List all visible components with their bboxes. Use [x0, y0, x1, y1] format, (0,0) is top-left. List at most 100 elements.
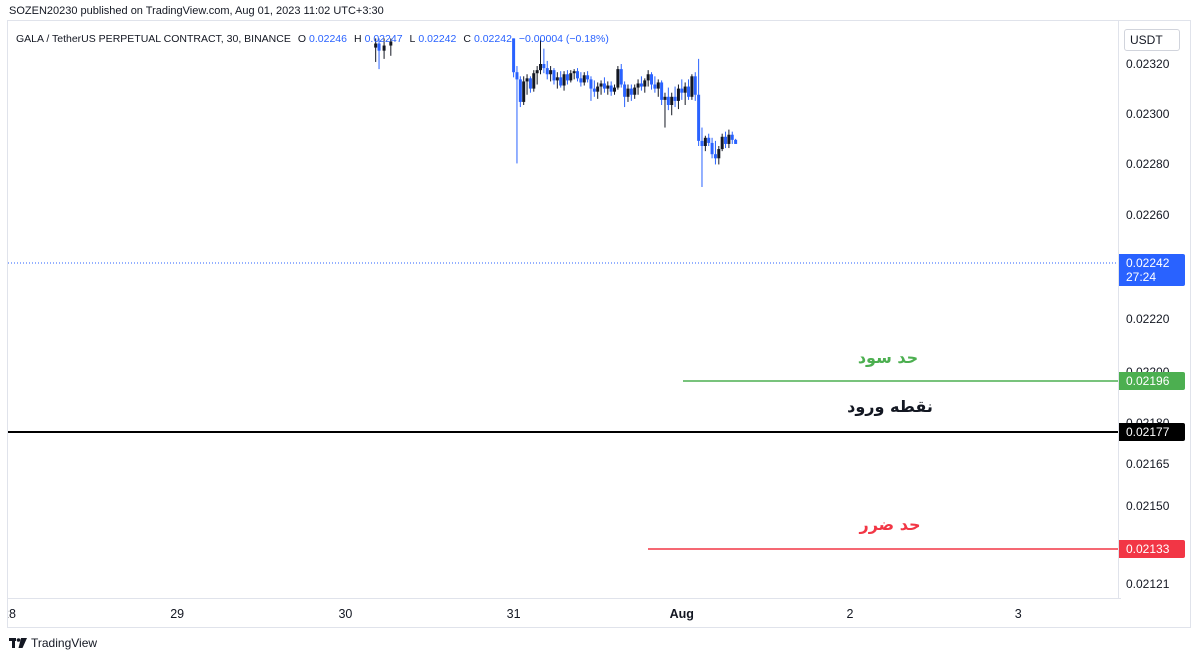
current-price-badge: 0.02242 27:24 — [1119, 254, 1185, 286]
candle-body — [528, 78, 532, 89]
candle — [629, 84, 633, 101]
candle — [549, 66, 553, 82]
time-axis[interactable]: 28 29 30 31 Aug 2 3 — [8, 598, 1121, 627]
symbol-legend: GALA / TetherUS PERPETUAL CONTRACT, 30, … — [16, 33, 613, 45]
candle — [613, 84, 617, 95]
open-value: 0.02246 — [309, 33, 347, 45]
candle-body — [663, 96, 667, 100]
candle-body — [606, 85, 610, 89]
candle — [589, 76, 593, 101]
candle-body — [646, 74, 650, 81]
candle-body — [613, 87, 617, 92]
candle-body — [616, 69, 620, 88]
candle — [673, 86, 677, 108]
candle-body — [724, 136, 728, 144]
candle-body — [700, 140, 704, 146]
candle — [697, 58, 701, 146]
candle — [559, 71, 563, 88]
candle-body — [599, 83, 603, 87]
symbol-name[interactable]: GALA / TetherUS PERPETUAL CONTRACT, 30, … — [16, 33, 291, 45]
candle — [382, 38, 386, 59]
candle-body — [680, 88, 684, 93]
price-axis[interactable]: USDT 0.02320 0.02300 0.02280 0.02260 0.02220… — [1118, 21, 1190, 627]
candle-body — [697, 94, 701, 141]
candle — [606, 81, 610, 95]
candle-body — [676, 88, 680, 101]
candle — [389, 38, 393, 56]
candle — [680, 79, 684, 100]
candle-body — [670, 96, 674, 105]
candle — [377, 38, 381, 70]
candle — [683, 82, 687, 105]
candle-body — [382, 45, 386, 51]
candle — [710, 137, 714, 159]
candle — [717, 146, 721, 165]
candle-body — [565, 74, 569, 81]
candle — [602, 77, 606, 93]
candle-body — [377, 43, 381, 51]
candle — [532, 70, 536, 92]
candle — [522, 76, 526, 105]
candle — [687, 79, 691, 100]
candle-body — [562, 74, 566, 86]
candle — [650, 72, 654, 90]
candle — [666, 87, 670, 111]
candle — [565, 70, 569, 85]
price-tick: 0.02300 — [1126, 107, 1170, 121]
candle-body — [727, 134, 731, 144]
take-profit-label: حد سود — [857, 348, 919, 367]
candle — [579, 72, 583, 87]
price-tick: 0.02220 — [1126, 312, 1170, 326]
candle — [656, 79, 660, 97]
candle — [518, 76, 522, 108]
price-tick: 0.02150 — [1126, 499, 1170, 513]
candle-body — [666, 96, 670, 105]
candle — [663, 92, 667, 128]
candle-body — [515, 72, 519, 80]
candle — [653, 76, 657, 93]
candle-body — [545, 68, 549, 75]
candle-body — [623, 84, 627, 97]
high-value: 0.02247 — [364, 33, 403, 45]
candle-body — [572, 71, 576, 74]
candle-body — [542, 64, 546, 69]
candle — [582, 72, 586, 86]
candle — [707, 133, 711, 146]
candle — [626, 84, 630, 102]
close-value: 0.02242 — [473, 33, 512, 45]
candle-body — [690, 76, 694, 97]
candle-body — [660, 82, 664, 100]
candle — [592, 80, 596, 97]
candle — [720, 133, 724, 152]
candle — [676, 84, 680, 110]
time-tick: Aug — [669, 607, 694, 621]
candle — [572, 69, 576, 80]
candle — [374, 38, 378, 62]
candle — [515, 66, 519, 164]
candle-body — [643, 80, 647, 87]
candle — [670, 92, 674, 116]
candle-body — [639, 83, 643, 87]
candle-body — [650, 74, 654, 85]
change-value: −0.00004 (−0.18%) — [518, 33, 609, 45]
chart-frame[interactable]: GALA / TetherUS PERPETUAL CONTRACT, 30, … — [7, 20, 1191, 628]
currency-selector[interactable]: USDT — [1124, 29, 1180, 51]
candle — [713, 140, 717, 165]
time-tick: 2 — [846, 607, 854, 621]
close-label: C — [463, 33, 471, 45]
candle-body — [549, 70, 553, 75]
candle — [730, 131, 734, 144]
candle — [599, 80, 603, 95]
time-tick: 31 — [506, 607, 521, 621]
candle — [596, 82, 600, 99]
price-chart[interactable] — [8, 21, 1191, 628]
candle — [643, 78, 647, 93]
candle-body — [713, 154, 717, 159]
entry-badge: 0.02177 — [1119, 423, 1185, 441]
low-value: 0.02242 — [418, 33, 457, 45]
tradingview-logo[interactable]: TradingView — [9, 636, 97, 650]
candle-body — [629, 88, 633, 95]
candle — [734, 138, 738, 144]
candle-body — [582, 75, 586, 83]
tradingview-icon — [9, 638, 27, 648]
